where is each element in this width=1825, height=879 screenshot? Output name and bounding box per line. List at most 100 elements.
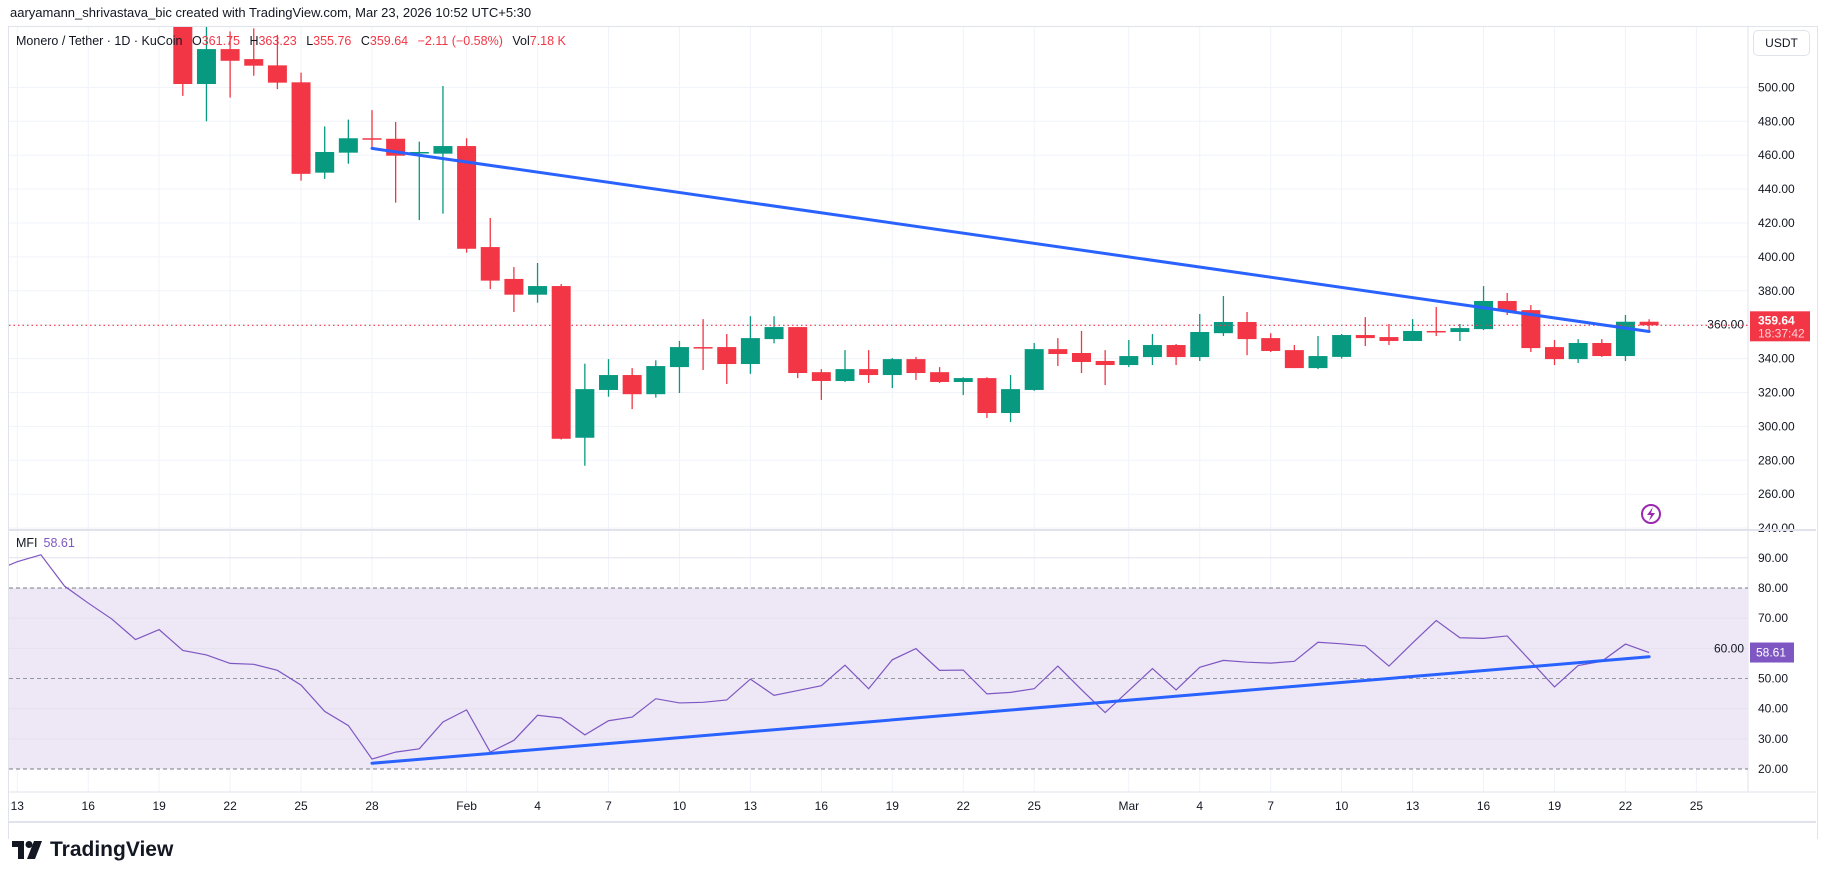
candle bbox=[1545, 339, 1564, 366]
tradingview-logo[interactable]: TradingView bbox=[12, 838, 173, 862]
mfi-tick-label: 60.00 bbox=[1714, 641, 1744, 655]
price-tick-label: 480.00 bbox=[1758, 114, 1795, 128]
low-label: L bbox=[306, 34, 314, 48]
candle bbox=[1403, 319, 1423, 341]
mfi-tick-label: 40.00 bbox=[1758, 702, 1788, 716]
price-tick-label: 340.00 bbox=[1758, 352, 1795, 366]
candle bbox=[1048, 338, 1068, 367]
candle-body bbox=[173, 27, 193, 85]
candle-body bbox=[1379, 337, 1399, 341]
last-price-badge bbox=[1750, 311, 1810, 342]
candle-body bbox=[1450, 328, 1470, 332]
candle bbox=[267, 34, 287, 90]
candle bbox=[906, 356, 926, 380]
candle bbox=[220, 31, 240, 98]
candle bbox=[764, 316, 784, 344]
candle-body bbox=[669, 347, 689, 368]
candle-body bbox=[409, 151, 429, 154]
logo-text: TradingView bbox=[50, 838, 174, 861]
candle bbox=[930, 367, 950, 384]
candle-body bbox=[859, 369, 879, 376]
candle-body bbox=[1497, 300, 1517, 312]
mfi-tick-label: 70.00 bbox=[1758, 611, 1788, 625]
candle bbox=[1308, 336, 1328, 370]
candle bbox=[291, 72, 311, 181]
chart-frame bbox=[8, 26, 1818, 839]
candle-body bbox=[811, 372, 831, 381]
candle-body bbox=[315, 151, 335, 173]
mfi-title[interactable]: MFI bbox=[16, 536, 38, 550]
price-tick-label: 500.00 bbox=[1758, 80, 1795, 94]
x-tick-label: 28 bbox=[365, 799, 379, 813]
x-tick-label: 10 bbox=[1335, 799, 1349, 813]
candle-body bbox=[1615, 321, 1635, 357]
price-tick-label: 420.00 bbox=[1758, 216, 1795, 230]
lightning-icon[interactable] bbox=[1641, 504, 1661, 524]
candle-body bbox=[953, 378, 973, 382]
candle-body bbox=[1592, 343, 1612, 357]
high-label: H bbox=[249, 34, 259, 48]
candles bbox=[173, 27, 1659, 466]
mfi-value: 58.61 bbox=[43, 536, 75, 550]
candle-body bbox=[1261, 338, 1281, 351]
candle bbox=[433, 86, 453, 214]
candle-body bbox=[1521, 310, 1541, 349]
candle-body bbox=[457, 146, 477, 249]
candle bbox=[575, 363, 595, 466]
mfi-legend: MFI 58.61 bbox=[16, 536, 75, 550]
volume-label: Vol bbox=[512, 34, 530, 48]
candle-body bbox=[906, 359, 926, 374]
candle bbox=[1568, 339, 1588, 364]
candle bbox=[669, 340, 689, 394]
candle bbox=[622, 368, 642, 410]
x-tick-label: 13 bbox=[11, 799, 25, 813]
x-tick-label: Feb bbox=[456, 799, 477, 813]
candle-body bbox=[1639, 321, 1659, 326]
candle bbox=[1284, 345, 1304, 369]
candle-body bbox=[1095, 360, 1115, 366]
change-value: −2.11 (−0.58%) bbox=[417, 34, 503, 48]
price-tick-label: 280.00 bbox=[1758, 453, 1795, 467]
x-tick-label: 25 bbox=[294, 799, 308, 813]
x-tick-label: 4 bbox=[534, 799, 541, 813]
candle bbox=[244, 28, 264, 76]
candle bbox=[1142, 334, 1162, 366]
candle-body bbox=[622, 375, 642, 395]
candle bbox=[788, 327, 808, 379]
candle bbox=[1190, 314, 1210, 361]
candle-body bbox=[882, 359, 902, 376]
high-value: 363.23 bbox=[258, 34, 297, 48]
x-tick-label: 10 bbox=[673, 799, 687, 813]
candle-body bbox=[835, 369, 855, 381]
candle bbox=[1119, 339, 1139, 368]
candle-body bbox=[528, 286, 548, 295]
open-label: O bbox=[192, 34, 202, 48]
open-value: 361.75 bbox=[201, 34, 240, 48]
candle bbox=[1072, 330, 1091, 374]
mfi-value-badge-text: 58.61 bbox=[1756, 646, 1786, 660]
candle bbox=[457, 138, 477, 253]
candle-body bbox=[1545, 347, 1564, 360]
mfi-tick-label: 30.00 bbox=[1758, 732, 1788, 746]
x-tick-label: Mar bbox=[1118, 799, 1139, 813]
mfi-tick-label: 80.00 bbox=[1758, 581, 1788, 595]
x-tick-label: 22 bbox=[223, 799, 237, 813]
volume-value: 7.18 K bbox=[529, 34, 566, 48]
candle-body bbox=[1308, 356, 1328, 369]
candle bbox=[315, 126, 335, 179]
currency-button[interactable]: USDT bbox=[1753, 30, 1810, 56]
candle-body bbox=[1332, 335, 1352, 357]
tradingview-logo-icon bbox=[12, 841, 42, 859]
candle bbox=[953, 377, 973, 396]
candle-body bbox=[717, 347, 737, 365]
candle bbox=[173, 27, 193, 96]
candle-body bbox=[433, 146, 453, 154]
candle-body bbox=[1072, 353, 1091, 362]
x-tick-label: 7 bbox=[1267, 799, 1274, 813]
candle bbox=[480, 217, 500, 290]
candle bbox=[1639, 319, 1659, 332]
candle-body bbox=[1426, 330, 1446, 333]
symbol-title[interactable]: Monero / Tether · 1D · KuCoin bbox=[16, 34, 183, 48]
x-tick-label: 22 bbox=[957, 799, 971, 813]
